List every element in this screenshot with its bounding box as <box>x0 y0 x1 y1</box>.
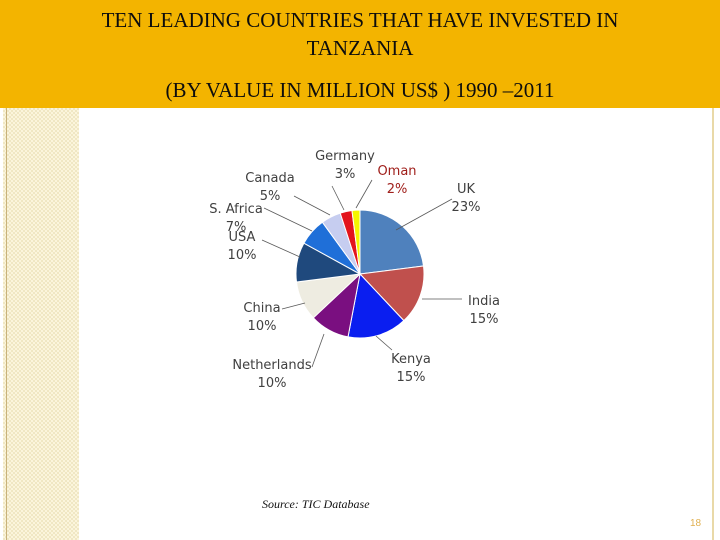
slice-label: Oman <box>377 164 416 179</box>
slice-value-label: 2% <box>387 182 408 197</box>
title-line-2: TANZANIA <box>306 36 414 60</box>
leader-line <box>281 302 306 310</box>
title-banner: TEN LEADING COUNTRIES THAT HAVE INVESTED… <box>0 0 720 108</box>
slice-label: China <box>243 301 280 316</box>
leader-line <box>331 185 345 211</box>
source-note: Source: TIC Database <box>262 497 370 511</box>
slice-label: USA <box>229 230 256 245</box>
pie-slice-oman <box>351 209 361 275</box>
leader-line <box>311 333 325 368</box>
leader-line <box>263 207 313 232</box>
decorative-side-strip <box>3 108 79 540</box>
slice-value-label: 7% <box>226 220 247 235</box>
subtitle: (BY VALUE IN MILLION US$ ) 1990 –2011 <box>165 78 555 102</box>
pie-slice-india <box>358 265 425 322</box>
leader-line <box>261 239 301 258</box>
side-divider <box>6 108 7 540</box>
slice-label: Germany <box>315 149 375 164</box>
slice-value-label: 15% <box>470 312 499 327</box>
pie-slice-uk <box>359 209 425 275</box>
slice-value-label: 15% <box>397 370 426 385</box>
page-number: 18 <box>690 518 702 529</box>
slice-label: Canada <box>245 171 294 186</box>
slice-value-label: 23% <box>452 200 481 215</box>
slice-value-label: 5% <box>260 189 281 204</box>
slice-value-label: 3% <box>335 167 356 182</box>
slice-label: S. Africa <box>209 202 263 217</box>
leader-line <box>395 198 453 231</box>
slice-value-label: 10% <box>228 248 257 263</box>
leader-line <box>355 179 373 209</box>
right-divider <box>712 108 714 540</box>
leader-line <box>375 335 393 351</box>
leader-line <box>293 195 331 216</box>
title-line-1: TEN LEADING COUNTRIES THAT HAVE INVESTED… <box>101 8 619 32</box>
slice-value-label: 10% <box>258 376 287 391</box>
slice-label: UK <box>457 182 476 197</box>
slice-label: India <box>468 294 500 309</box>
slice-label: Netherlands <box>232 358 311 373</box>
pie-slice-kenya <box>347 272 405 339</box>
slice-value-label: 10% <box>248 319 277 334</box>
slice-label: Kenya <box>391 352 431 367</box>
